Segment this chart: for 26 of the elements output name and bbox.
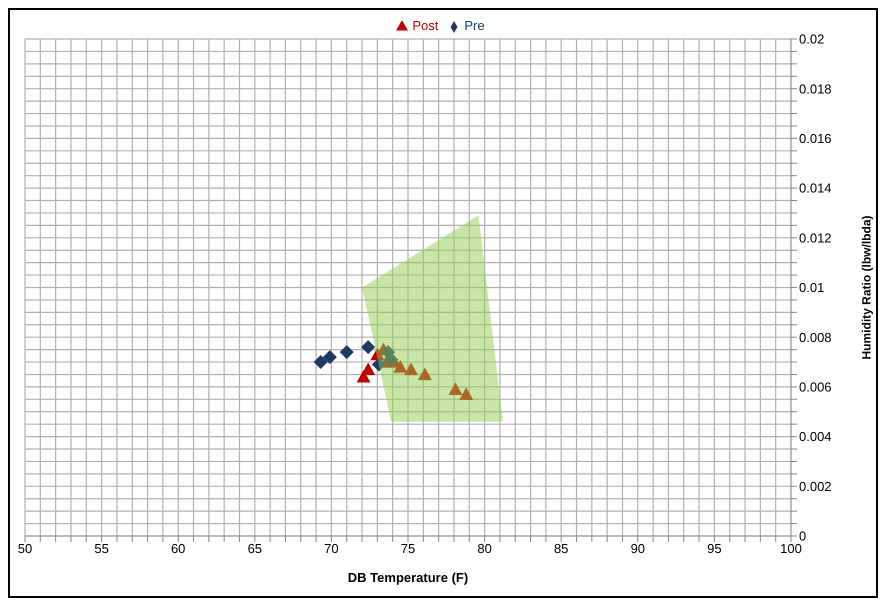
- x-tick-label: 100: [780, 541, 802, 556]
- x-tick-label: 95: [707, 541, 722, 556]
- y-tick-label: 0.008: [799, 330, 832, 345]
- y-tick-label: 0.006: [799, 380, 832, 395]
- x-tick-label: 90: [630, 541, 646, 556]
- x-axis-title: DB Temperature (F): [348, 570, 468, 585]
- y-tick-label: 0.016: [799, 131, 832, 146]
- y-tick-label: 0: [799, 528, 806, 544]
- legend-label: Post: [412, 18, 438, 33]
- y-tick-label: 0.014: [799, 180, 832, 196]
- x-tick-label: 55: [94, 541, 109, 556]
- x-tick-label: 70: [324, 541, 339, 556]
- y-tick-label: 0.018: [799, 81, 832, 96]
- y-tick-label: 0.002: [799, 478, 832, 494]
- y-tick-label: 0.012: [799, 230, 832, 246]
- legend-label: Pre: [464, 18, 485, 33]
- y-axis-title: Humidity Ratio (lbw/lbda): [859, 216, 874, 360]
- y-tick-label: 0.01: [799, 280, 824, 296]
- x-tick-label: 80: [477, 541, 492, 556]
- x-tick-label: 60: [170, 541, 186, 556]
- y-tick-label: 0.004: [799, 429, 832, 444]
- x-tick-label: 85: [554, 541, 568, 556]
- x-tick-label: 75: [400, 541, 416, 556]
- y-tick-label: 0.02: [799, 32, 824, 47]
- x-tick-label: 50: [18, 541, 32, 556]
- x-tick-label: 65: [248, 541, 262, 556]
